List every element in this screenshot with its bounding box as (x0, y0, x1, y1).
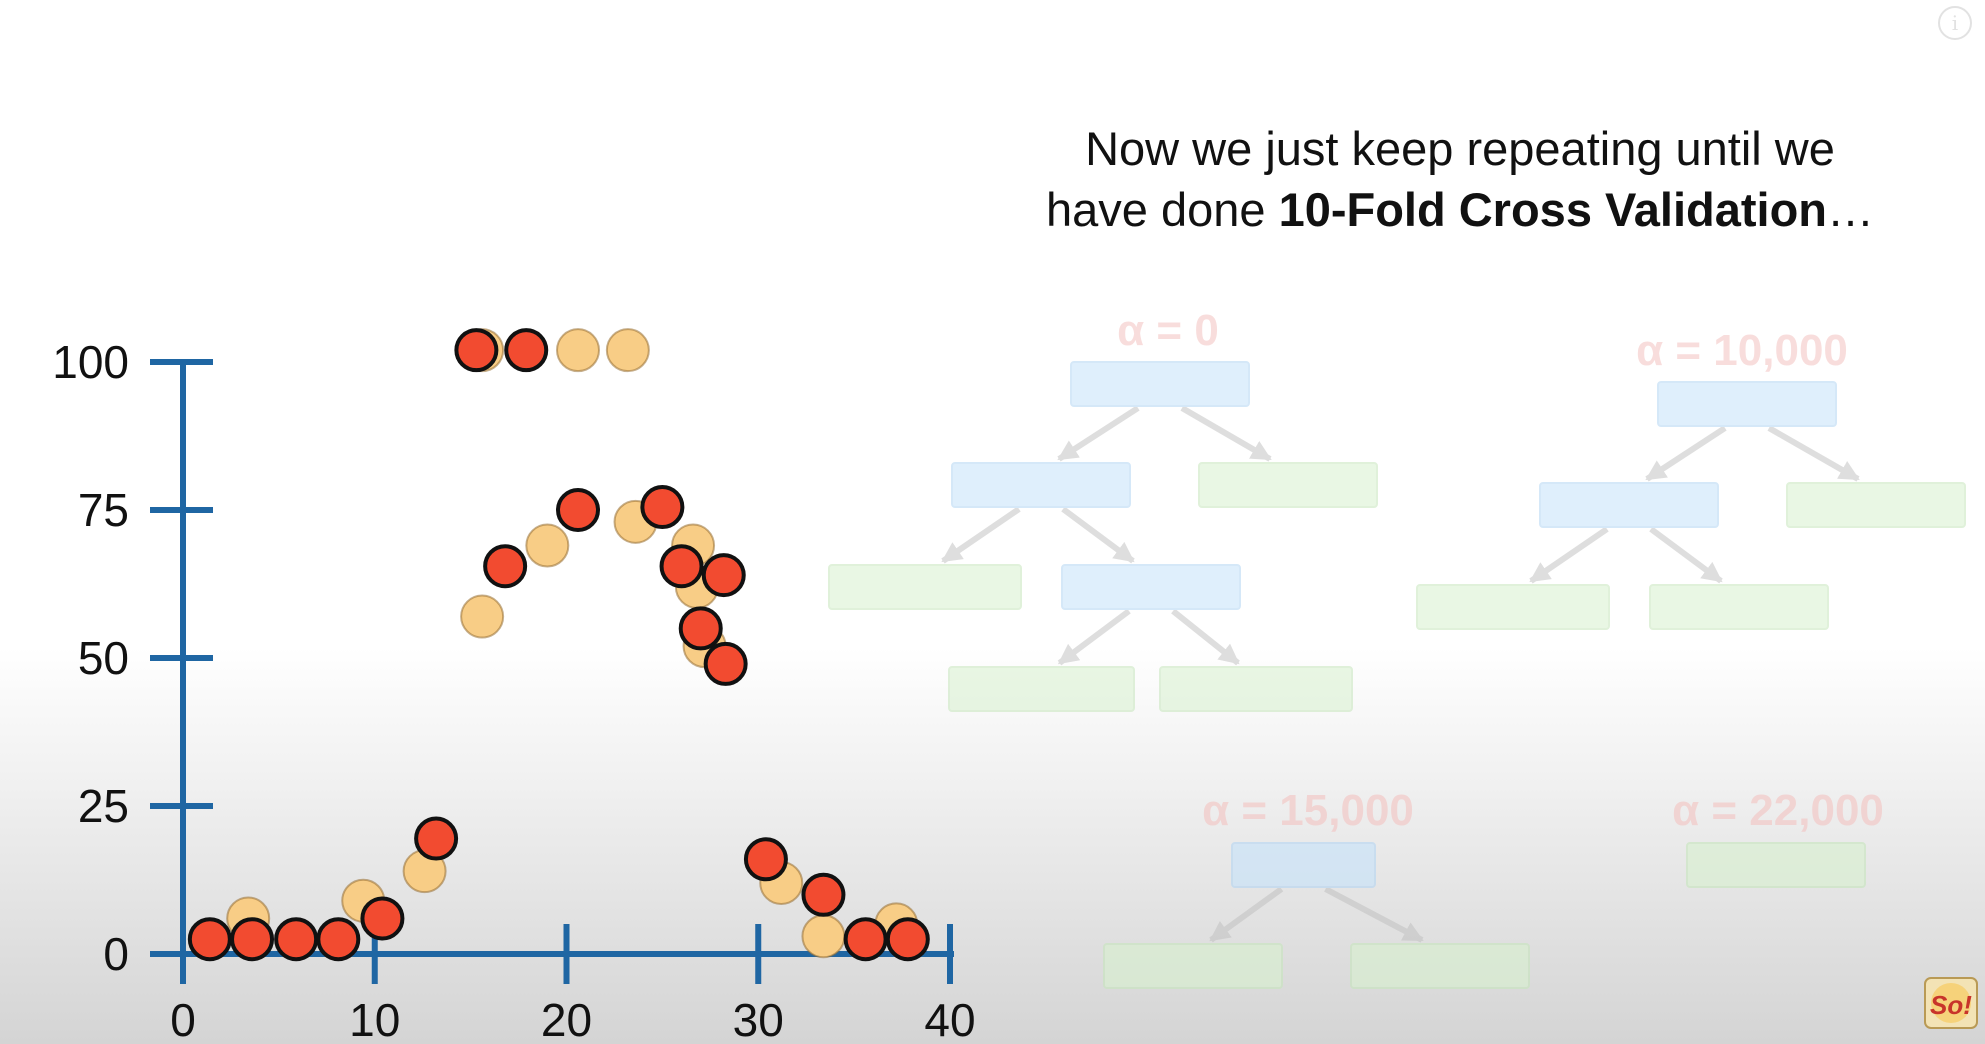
chart-points (187, 328, 930, 962)
y-tick-label: 75 (78, 484, 129, 536)
tree-node-box (1539, 482, 1719, 528)
testing-point (504, 328, 549, 373)
y-tick-label: 50 (78, 632, 129, 684)
tree-arrow (1324, 886, 1424, 943)
caption-line-2: have done 10-Fold Cross Validation… (990, 179, 1930, 240)
tree-leaf-box (828, 564, 1022, 610)
tree-arrow (1209, 886, 1284, 943)
testing-point (556, 488, 601, 532)
x-tick-label: 30 (733, 994, 784, 1044)
tree-arrow (1767, 425, 1860, 482)
alpha-label: α = 10,000 (1636, 326, 1848, 375)
caption-line-2-prefix: have done (1045, 183, 1279, 236)
tree-diagram: α = 22,000 (1672, 786, 1884, 888)
testing-point (483, 544, 528, 589)
x-tick-label: 0 (170, 994, 196, 1044)
x-tick-label: 40 (924, 994, 975, 1044)
alpha-label: α = 22,000 (1672, 786, 1884, 835)
tree-arrow (1180, 405, 1272, 462)
testing-point (885, 917, 930, 962)
y-tick-label: 0 (103, 928, 129, 980)
testing-point (640, 485, 685, 530)
tree-leaf-box (1416, 584, 1610, 630)
testing-point (843, 917, 888, 962)
training-point (460, 594, 505, 639)
y-tick-label: 100 (52, 336, 129, 388)
testing-point (360, 896, 405, 941)
tree-leaf-box (1649, 584, 1829, 630)
tree-arrow (1061, 506, 1135, 564)
tree-leaf-box (1198, 462, 1378, 508)
testing-point (801, 872, 846, 917)
testing-point (230, 917, 275, 962)
tree-arrow (1057, 608, 1131, 666)
x-tick-label: 20 (541, 994, 592, 1044)
testing-point (703, 641, 748, 686)
caption-line-2-suffix: … (1827, 183, 1875, 236)
tree-diagrams: α = 0 α = 10,000 α = 15,000 α = 22,000 (828, 306, 1966, 989)
testing-point (316, 917, 361, 962)
testing-point (414, 816, 459, 861)
tree-diagram: α = 0 (828, 306, 1378, 712)
tree-node-box (951, 462, 1131, 508)
training-point (525, 523, 570, 568)
caption-line-1: Now we just keep repeating until we (1085, 122, 1835, 175)
training-point (556, 328, 601, 373)
tree-leaf-box (1103, 943, 1283, 989)
logo-text: So! (1930, 990, 1972, 1020)
tree-leaf-box (1350, 943, 1530, 989)
tree-diagram: α = 10,000 (1416, 326, 1966, 630)
alpha-label: α = 15,000 (1202, 786, 1414, 835)
info-icon[interactable]: i (1938, 6, 1972, 40)
tree-leaf-box (1786, 482, 1966, 528)
caption: Now we just keep repeating until we have… (990, 118, 1930, 240)
tree-leaf-box (1159, 666, 1353, 712)
tree-diagram: α = 15,000 (1103, 786, 1530, 989)
testing-point (187, 917, 232, 962)
tree-leaf-box (1686, 842, 1866, 888)
testing-point (274, 917, 319, 962)
training-point (605, 328, 650, 373)
training-point (801, 914, 846, 959)
caption-line-2-bold: 10-Fold Cross Validation (1278, 183, 1828, 236)
tree-arrow (1649, 526, 1723, 584)
tree-arrow (1529, 526, 1609, 584)
x-tick-label: 10 (349, 994, 400, 1044)
y-tick-label: 25 (78, 780, 129, 832)
tree-leaf-box (948, 666, 1135, 712)
tree-arrow (1171, 608, 1240, 666)
testing-point (743, 837, 788, 882)
logo: So! (1924, 977, 1978, 1029)
chart-axes: 0 10 20 30 40 0 25 50 75 100 (52, 336, 975, 1044)
testing-point (659, 544, 704, 589)
tree-node-box (1061, 564, 1241, 610)
tree-arrow (1645, 425, 1727, 482)
tree-arrow (941, 506, 1021, 564)
tree-arrow (1057, 405, 1140, 462)
tree-node-box (1070, 361, 1250, 407)
tree-node-box (1231, 842, 1376, 888)
tree-node-box (1657, 381, 1837, 427)
testing-point (701, 553, 746, 598)
testing-point (454, 328, 499, 373)
testing-point (678, 606, 723, 651)
alpha-label: α = 0 (1117, 306, 1219, 355)
